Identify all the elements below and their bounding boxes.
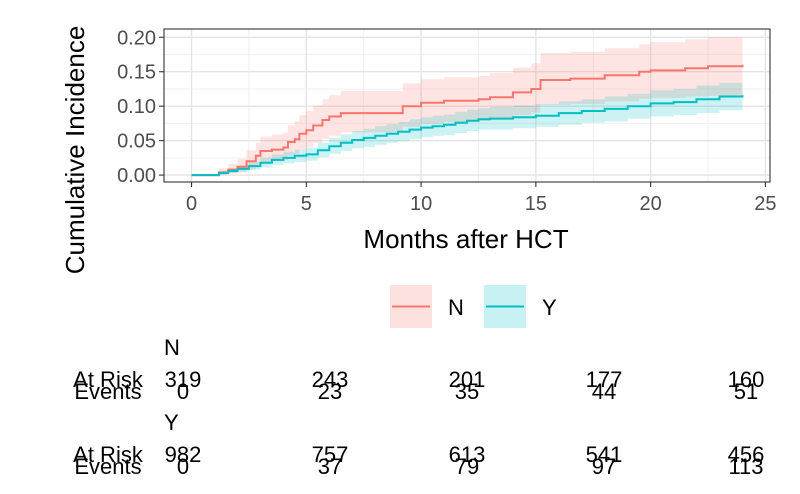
y-tick-label: 0.10 [117,96,156,118]
at-risk-value: 243 [312,367,349,392]
y-tick-label: 0.05 [117,131,156,153]
events-value: 51 [734,379,758,404]
series-lines [191,64,744,177]
at-risk-row-label: At Risk [73,442,144,467]
at-risk-value: 177 [586,367,623,392]
events-row-label: Events [74,379,141,404]
legend: N Y [390,285,557,328]
events-value: 37 [318,454,342,479]
confidence-band-Y [191,80,743,176]
at-risk-value: 201 [449,367,486,392]
at-risk-value: 456 [728,442,765,467]
events-row-label: Events [74,454,141,479]
events-value: 35 [455,379,479,404]
x-tick-label: 15 [525,193,547,215]
events-value: 0 [177,454,189,479]
events-value: 79 [455,454,479,479]
y-tick-label: 0.00 [117,165,156,187]
x-tick-label: 5 [301,193,312,215]
legend-label-Y: Y [542,295,557,320]
risk-group-label-Y: Y [164,410,179,435]
at-risk-value: 982 [165,442,202,467]
events-value: 44 [592,379,616,404]
at-risk-value: 319 [165,367,202,392]
y-axis-label: Cumulative Incidence [60,26,90,275]
at-risk-value: 541 [586,442,623,467]
at-risk-value: 613 [449,442,486,467]
x-tick-label: 10 [410,193,432,215]
confidence-band-N [191,35,743,176]
plot-panel-border [163,28,771,183]
x-tick-label: 0 [186,193,197,215]
at-risk-value: 757 [312,442,349,467]
events-value: 97 [592,454,616,479]
series-line-Y [191,95,744,177]
x-axis-label: Months after HCT [363,224,568,254]
x-tick-label: 25 [754,193,776,215]
series-line-N [191,64,744,177]
x-axis-ticks: 0 5 10 15 20 25 [186,182,777,215]
risk-group-label-N: N [164,335,180,360]
at-risk-value: 160 [728,367,765,392]
y-tick-label: 0.20 [117,27,156,49]
legend-label-N: N [448,295,464,320]
x-tick-label: 20 [640,193,662,215]
y-tick-label: 0.15 [117,62,156,84]
y-axis-ticks: 0.00 0.05 0.10 0.15 0.20 [117,27,164,187]
confidence-bands [191,35,743,176]
events-value: 0 [177,379,189,404]
events-value: 113 [728,454,763,479]
events-value: 23 [318,379,342,404]
at-risk-row-label: At Risk [73,367,144,392]
